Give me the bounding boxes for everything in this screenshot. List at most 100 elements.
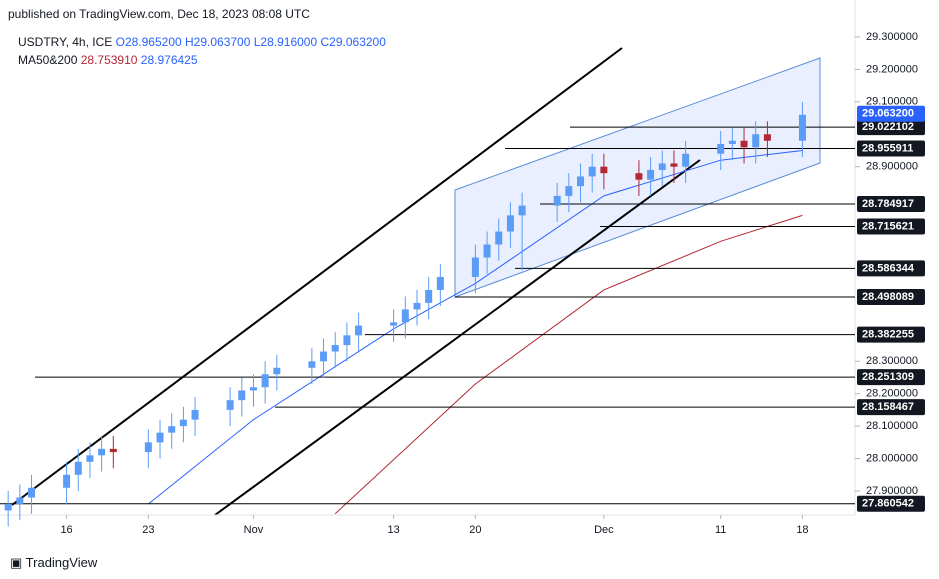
level-tag <box>857 495 925 512</box>
level-tag <box>857 196 925 213</box>
candle-body <box>191 409 199 420</box>
level-tag <box>857 140 925 157</box>
level-tag <box>857 399 925 416</box>
y-tick-label: 29.200000 <box>866 63 918 75</box>
candle-body <box>98 448 106 456</box>
candle-body <box>763 134 771 141</box>
candle-body <box>752 134 760 148</box>
level-tag <box>857 369 925 386</box>
chart: 29.300000 29.200000 29.100000 28.900000 28.3… <box>0 0 925 536</box>
candle-body <box>273 367 281 375</box>
candle-body <box>647 169 655 180</box>
ohlc: L28.916000 <box>253 35 318 49</box>
ohlc: H29.063700 <box>185 35 251 49</box>
candle-body <box>483 244 491 258</box>
y-tick-label: 27.900000 <box>866 485 918 497</box>
candle-body <box>226 400 234 410</box>
ma-name: MA50&200 <box>18 53 78 67</box>
candle-body <box>658 163 666 170</box>
candle-body <box>320 351 328 362</box>
level-tag <box>857 326 925 343</box>
brand: ▣ TradingView <box>10 555 98 570</box>
candle-body <box>249 387 257 391</box>
brand-name: TradingView <box>25 555 98 570</box>
x-tick-label: 13 <box>388 524 400 536</box>
candle-body <box>86 455 94 462</box>
candle-body <box>436 276 444 290</box>
ohlc: C29.063200 <box>320 35 386 49</box>
candle-body <box>413 302 421 310</box>
trend-line <box>11 47 623 506</box>
candle-body <box>495 231 503 245</box>
x-tick-label: 11 <box>715 524 726 536</box>
candle-body <box>109 448 117 453</box>
y-tick-label: 28.200000 <box>866 388 918 400</box>
candle-body <box>74 461 82 475</box>
published-note: published on TradingView.com, Dec 18, 20… <box>8 7 310 21</box>
level-tag <box>857 289 925 306</box>
moving-average <box>334 214 803 515</box>
candle-body <box>506 215 514 232</box>
level-label: 28.955911 <box>862 142 913 154</box>
candle-body <box>425 289 433 303</box>
symbol: USDTRY, 4h, ICE <box>18 35 113 49</box>
x-tick-label: 18 <box>796 524 808 536</box>
y-tick-label: 28.000000 <box>866 452 918 464</box>
y-tick-label: 28.900000 <box>866 161 918 173</box>
candle-body <box>577 176 585 187</box>
last-price-label: 29.063200 <box>862 108 914 120</box>
level-tag <box>857 119 925 136</box>
legend: USDTRY, 4h, ICE O28.965200 H29.063700 L2… <box>18 35 386 49</box>
y-tick-label: 28.300000 <box>866 355 918 367</box>
candle-body <box>471 257 479 277</box>
candle-body <box>670 163 678 167</box>
ma-legend: MA50&200 28.753910 28.976425 <box>18 53 198 67</box>
candle-body <box>798 114 806 141</box>
candle-body <box>717 143 725 154</box>
candle-body <box>144 442 152 453</box>
candle-body <box>331 345 339 352</box>
candle-body <box>401 309 409 323</box>
candle-body <box>600 166 608 174</box>
level-label: 29.022102 <box>862 121 914 133</box>
candle-body <box>238 390 246 401</box>
candle-body <box>390 322 398 326</box>
candle-body <box>565 186 573 196</box>
level-label: 28.158467 <box>862 401 914 413</box>
ma-value: 28.976425 <box>140 53 198 67</box>
y-tick-label: 29.100000 <box>866 96 918 108</box>
x-tick-label: 23 <box>142 524 154 536</box>
candle-body <box>28 487 36 498</box>
level-label: 28.586344 <box>862 262 915 274</box>
candle-body <box>156 432 164 443</box>
x-tick-label: Nov <box>244 524 264 536</box>
level-tag <box>857 218 925 235</box>
candle-body <box>63 474 71 488</box>
candle-body <box>343 335 351 346</box>
level-tag <box>857 260 925 277</box>
candle-body <box>518 205 526 216</box>
ma-value: 28.753910 <box>80 53 138 67</box>
candle-body <box>588 166 596 177</box>
level-label: 28.715621 <box>862 220 914 232</box>
last-price-tag <box>857 105 925 122</box>
level-label: 28.382255 <box>862 329 914 341</box>
candle-body <box>682 153 690 167</box>
candle-body <box>4 503 12 511</box>
level-label: 28.251309 <box>862 371 914 383</box>
level-label: 28.498089 <box>862 291 914 303</box>
candle-body <box>355 325 363 336</box>
candle-body <box>16 497 24 504</box>
y-tick-label: 28.100000 <box>866 420 918 432</box>
candle-body <box>740 140 748 148</box>
candle-body <box>168 426 176 433</box>
level-label: 27.860542 <box>862 498 914 510</box>
candle-body <box>553 195 561 206</box>
x-tick-label: Dec <box>594 524 614 536</box>
x-tick-label: 16 <box>60 524 72 536</box>
trend-line <box>214 159 701 516</box>
candle-body <box>179 419 187 427</box>
candle-body <box>635 173 643 180</box>
ohlc: O28.965200 <box>115 35 182 49</box>
